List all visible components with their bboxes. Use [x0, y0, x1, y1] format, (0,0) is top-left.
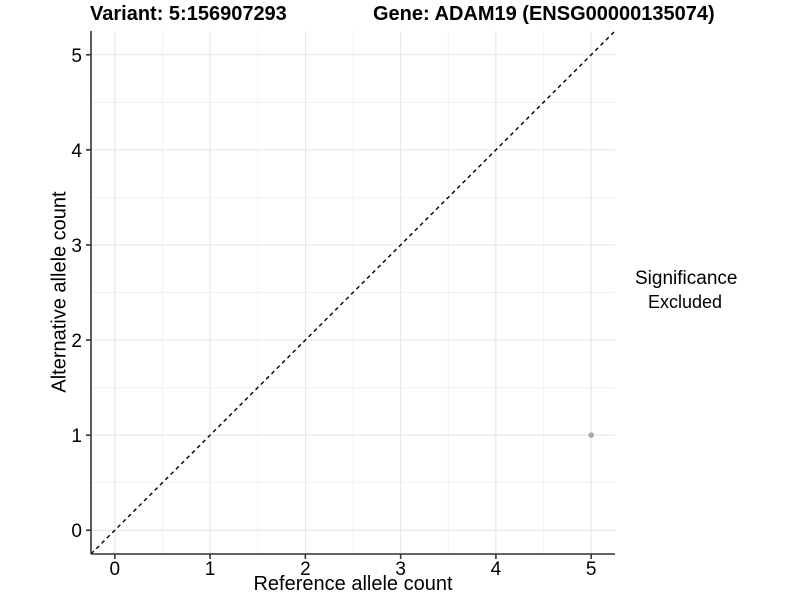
y-tick-label: 4	[71, 141, 82, 162]
y-tick-label: 2	[71, 331, 82, 352]
y-axis-title: Alternative allele count	[48, 191, 71, 393]
x-tick-label: 4	[491, 559, 502, 580]
legend-item-excluded: Excluded	[635, 291, 737, 313]
x-tick-label: 2	[300, 559, 311, 580]
x-tick-label: 1	[205, 559, 216, 580]
x-tick-label: 0	[110, 559, 121, 580]
y-tick-label: 5	[71, 46, 82, 67]
legend-point-icon	[634, 298, 642, 306]
legend-title: Significance	[635, 268, 738, 289]
plot-title-gene: Gene: ADAM19 (ENSG00000135074)	[373, 3, 715, 25]
legend: Significance Excluded	[635, 267, 737, 313]
plot-title-variant: Variant: 5:156907293	[90, 3, 287, 25]
identity-line	[90, 30, 616, 555]
data-point	[588, 432, 594, 438]
x-tick-label: 5	[586, 559, 597, 580]
x-axis-title: Reference allele count	[253, 573, 453, 595]
legend-item-label: Excluded	[648, 292, 723, 312]
y-tick-label: 3	[71, 236, 82, 257]
x-tick-label: 3	[395, 559, 406, 580]
y-tick-label: 1	[71, 426, 82, 447]
y-tick-label: 0	[71, 521, 82, 542]
